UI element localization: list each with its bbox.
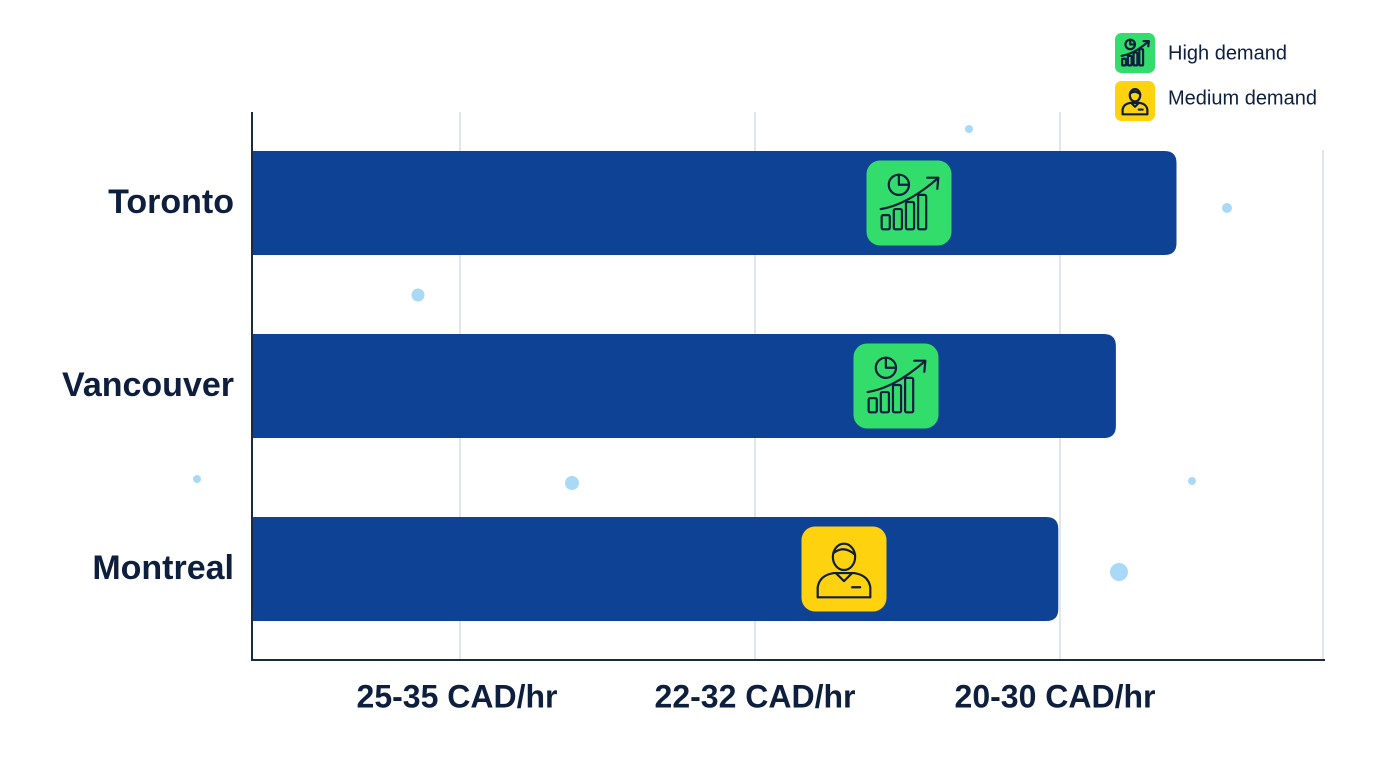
category-label-montreal: Montreal <box>92 549 234 587</box>
person-icon <box>1115 81 1155 121</box>
x-tick-label: 25-35 CAD/hr <box>357 678 558 714</box>
growth-chart-glyph <box>1120 38 1150 67</box>
legend-item-medium-demand: Medium demand <box>1115 81 1317 121</box>
growth-chart-icon <box>866 160 952 246</box>
decorative-dot <box>193 475 201 483</box>
growth-chart-glyph <box>879 173 940 231</box>
growth-chart-icon <box>853 343 939 429</box>
decorative-dot <box>565 476 579 490</box>
person-icon <box>801 526 887 612</box>
bar-toronto <box>252 151 1177 255</box>
bar-montreal <box>252 517 1059 621</box>
person-glyph <box>816 542 872 599</box>
decorative-dot <box>411 288 425 302</box>
growth-chart-glyph <box>866 356 927 414</box>
category-label-vancouver: Vancouver <box>62 366 234 404</box>
category-labels: Toronto Vancouver Montreal <box>62 183 234 587</box>
bars <box>252 151 1177 621</box>
decorative-dot <box>965 125 973 133</box>
x-tick-label: 22-32 CAD/hr <box>655 678 856 714</box>
decorative-dot <box>1222 203 1232 213</box>
legend-label: Medium demand <box>1168 87 1317 109</box>
x-tick-labels: 25-35 CAD/hr 22-32 CAD/hr 20-30 CAD/hr <box>357 678 1156 714</box>
person-icon <box>1115 81 1155 121</box>
growth-chart-icon <box>1115 33 1155 73</box>
axes <box>251 112 1325 661</box>
category-label-toronto: Toronto <box>108 183 234 221</box>
bar-vancouver <box>252 334 1116 438</box>
growth-chart-icon <box>1115 33 1155 73</box>
x-tick-label: 20-30 CAD/hr <box>955 678 1156 714</box>
legend: High demand Medium demand <box>1115 33 1317 121</box>
person-glyph <box>1121 87 1149 116</box>
legend-label: High demand <box>1168 42 1287 64</box>
decorative-dots <box>193 125 1232 581</box>
legend-item-high-demand: High demand <box>1115 33 1287 73</box>
decorative-dot <box>1188 477 1196 485</box>
decorative-dot <box>1110 563 1128 581</box>
